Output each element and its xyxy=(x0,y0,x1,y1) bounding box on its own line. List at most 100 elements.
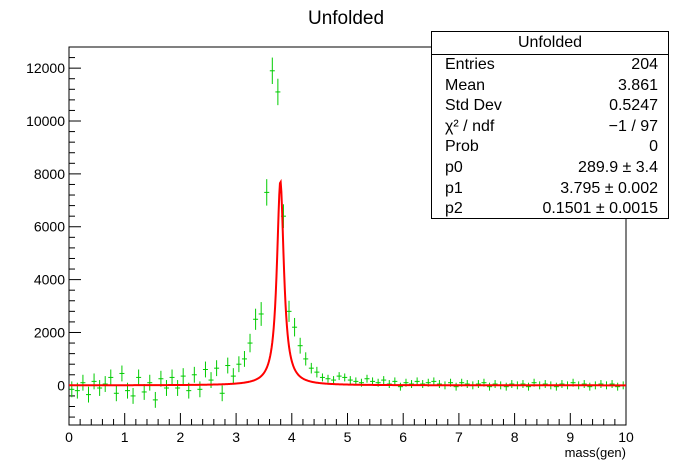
data-point xyxy=(409,380,415,388)
data-point xyxy=(464,380,470,388)
data-point xyxy=(397,382,403,391)
stats-label: Mean xyxy=(445,76,486,94)
stats-value: 0.1501 ± 0.0015 xyxy=(542,200,658,218)
stats-label: Std Dev xyxy=(445,97,502,115)
chart-title: Unfolded xyxy=(308,8,384,29)
data-point xyxy=(97,380,103,396)
data-point xyxy=(509,380,515,388)
y-tick-label: 4000 xyxy=(34,272,65,288)
data-point xyxy=(347,376,353,385)
stats-label: p2 xyxy=(445,200,463,218)
data-point xyxy=(392,377,398,386)
stats-label: Prob xyxy=(445,138,479,156)
data-point xyxy=(436,380,442,388)
data-point xyxy=(113,385,119,402)
data-point xyxy=(253,308,259,330)
data-point xyxy=(342,373,348,382)
data-point xyxy=(303,352,309,366)
data-point xyxy=(364,374,370,383)
data-point xyxy=(292,317,298,337)
stats-row: p1 3.795 ± 0.002 xyxy=(432,179,668,200)
stats-value: 3.795 ± 0.002 xyxy=(560,179,658,197)
fit-curve xyxy=(69,178,626,387)
axis-tick-labels: 0 1 2 3 4 5 6 7 8 9 10 0 2000 4000 6000 8000 10000 12000 xyxy=(26,60,634,445)
data-point xyxy=(308,362,314,374)
data-point xyxy=(381,376,387,385)
data-point xyxy=(197,381,203,398)
data-point xyxy=(325,374,331,383)
data-point xyxy=(487,382,493,391)
data-point xyxy=(431,377,437,386)
x-tick-label: 7 xyxy=(455,429,463,445)
y-tick-label: 6000 xyxy=(34,219,65,235)
stats-value: 0 xyxy=(649,138,658,156)
stats-label: Entries xyxy=(445,56,495,73)
data-point xyxy=(91,373,97,390)
data-point xyxy=(297,337,303,354)
y-tick-label: 12000 xyxy=(26,60,65,76)
x-tick-label: 2 xyxy=(177,429,185,445)
y-tick-label: 2000 xyxy=(34,324,65,340)
data-points xyxy=(69,57,626,408)
data-point xyxy=(152,391,158,408)
stats-title: Unfolded xyxy=(432,32,668,55)
data-point xyxy=(598,380,604,388)
stats-row: Prob 0 xyxy=(432,137,668,158)
stats-row: p2 0.1501 ± 0.0015 xyxy=(432,199,668,220)
x-axis-label: mass(gen) xyxy=(565,445,626,460)
data-point xyxy=(225,357,231,374)
data-point xyxy=(169,369,175,386)
data-point xyxy=(191,366,197,383)
stats-value: 3.861 xyxy=(617,76,658,94)
x-tick-label: 8 xyxy=(511,429,519,445)
data-point xyxy=(520,380,526,388)
data-point xyxy=(275,78,281,106)
data-point xyxy=(336,372,342,381)
data-point xyxy=(119,365,125,382)
data-point xyxy=(559,380,565,388)
data-point xyxy=(241,350,247,367)
data-point xyxy=(180,368,186,385)
data-point xyxy=(136,369,142,386)
x-tick-label: 1 xyxy=(121,429,129,445)
data-point xyxy=(319,373,325,382)
stats-label: p0 xyxy=(445,158,463,176)
stats-label: χ² / ndf xyxy=(445,117,495,135)
stats-box: Unfolded Entries 204 Mean 3.861 Std Dev 0.5… xyxy=(431,31,669,219)
data-point xyxy=(219,385,225,402)
data-point xyxy=(609,380,615,388)
data-point xyxy=(85,386,92,403)
data-point xyxy=(264,179,270,206)
x-tick-label: 0 xyxy=(65,429,73,445)
axis-ticks xyxy=(68,46,627,425)
stats-value: −1 / 97 xyxy=(608,117,658,135)
data-point xyxy=(108,369,114,386)
x-tick-label: 9 xyxy=(566,429,574,445)
x-tick-label: 6 xyxy=(399,429,407,445)
x-tick-label: 4 xyxy=(288,429,296,445)
y-tick-label: 0 xyxy=(57,377,65,393)
data-point xyxy=(526,382,532,391)
y-tick-label: 10000 xyxy=(26,113,65,129)
data-point xyxy=(80,374,86,391)
data-point xyxy=(202,361,208,378)
stats-row: χ² / ndf −1 / 97 xyxy=(432,117,668,138)
data-point xyxy=(331,376,337,385)
y-tick-label: 8000 xyxy=(34,166,65,182)
data-point xyxy=(214,360,220,377)
data-point xyxy=(420,380,426,388)
data-point xyxy=(414,377,420,386)
stats-value: 289.9 ± 3.4 xyxy=(578,158,658,176)
data-point xyxy=(158,370,164,387)
stats-label: p1 xyxy=(445,179,463,197)
data-point xyxy=(163,380,169,396)
data-point xyxy=(269,57,275,85)
data-point xyxy=(492,380,498,388)
data-point xyxy=(130,387,136,404)
data-point xyxy=(615,382,621,391)
data-point xyxy=(453,382,459,391)
x-tick-label: 3 xyxy=(232,429,240,445)
stats-value: 204 xyxy=(631,56,658,73)
data-point xyxy=(553,382,559,391)
